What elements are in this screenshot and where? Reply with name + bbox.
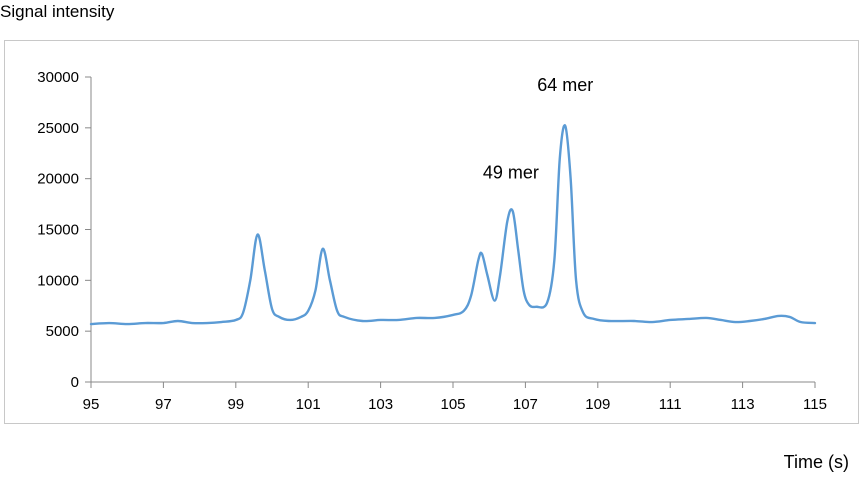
y-tick-label: 20000 [37,171,79,188]
y-tick-label: 5000 [46,323,79,340]
y-axis: 0 5000 10000 15000 20000 25000 30000 [37,69,92,391]
y-tick-label: 30000 [37,69,79,86]
x-tick-label: 101 [296,396,321,413]
x-tick-label: 95 [83,396,100,413]
x-axis: 95 97 99 101 103 105 107 109 111 113 115 [83,381,827,413]
signal-series-line [89,124,817,326]
x-tick-label: 111 [659,396,682,413]
x-tick-label: 99 [227,396,244,413]
y-axis-title: Signal intensity [0,2,115,21]
y-tick-label: 10000 [37,272,79,289]
peak-annotation-label: 64 mer [537,75,593,95]
y-tick-label: 0 [71,374,79,391]
x-axis-title: Time (s) [783,452,849,472]
x-tick-label: 107 [513,396,538,413]
chart-frame: 0 5000 10000 15000 20000 25000 30000 95 97 99 101… [4,40,859,424]
x-tick-label: 103 [368,396,393,413]
x-tick-label: 97 [155,396,172,413]
y-tick-label: 25000 [37,120,79,137]
peak-annotation-label: 49 mer [483,163,539,183]
x-tick-label: 105 [440,396,465,413]
peak-annotations: 49 mer 64 mer [483,75,593,182]
x-tick-label: 115 [803,396,827,413]
line-chart: 0 5000 10000 15000 20000 25000 30000 95 97 99 101… [37,69,827,413]
x-tick-label: 113 [731,396,755,413]
y-tick-label: 15000 [37,222,79,239]
x-tick-label: 109 [585,396,610,413]
